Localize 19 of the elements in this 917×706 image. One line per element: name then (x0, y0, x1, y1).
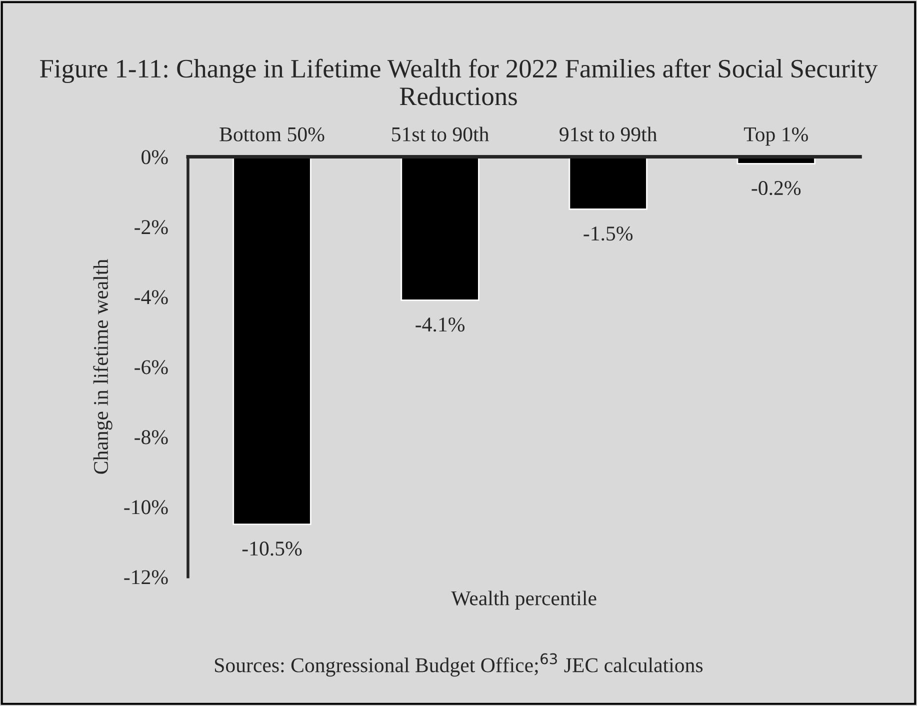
x-tick-label: Bottom 50% (220, 127, 324, 142)
y-tick-label: -8% (134, 430, 168, 444)
x-tick-label: Top 1% (744, 127, 808, 146)
x-tick-label: 51st to 90th (392, 126, 489, 142)
source-note: Sources: Congressional Budget Office;$^{63}$ JEC calculations (214, 653, 703, 677)
y-axis-title: Change in lifetime wealth (93, 259, 112, 474)
y-tick-label: -10% (124, 500, 168, 514)
y-tick-label: -2% (134, 220, 168, 234)
chart-title: Figure 1-11: Change in Lifetime Wealth for 2022 Families after Social Security Reductions (40, 58, 878, 106)
data-label: -10.5% (242, 542, 302, 556)
y-tick-label: -4% (134, 290, 168, 304)
x-tick-label: 91st to 99th (560, 126, 658, 142)
data-label: -1.5% (584, 226, 633, 241)
y-tick-label: 0% (142, 150, 168, 164)
y-tick-label: -6% (134, 360, 168, 374)
y-tick-label: -12% (124, 570, 168, 584)
x-axis-title: Wealth percentile (451, 590, 596, 610)
data-label: -0.2% (752, 181, 801, 196)
data-label: -4.1% (416, 318, 465, 332)
